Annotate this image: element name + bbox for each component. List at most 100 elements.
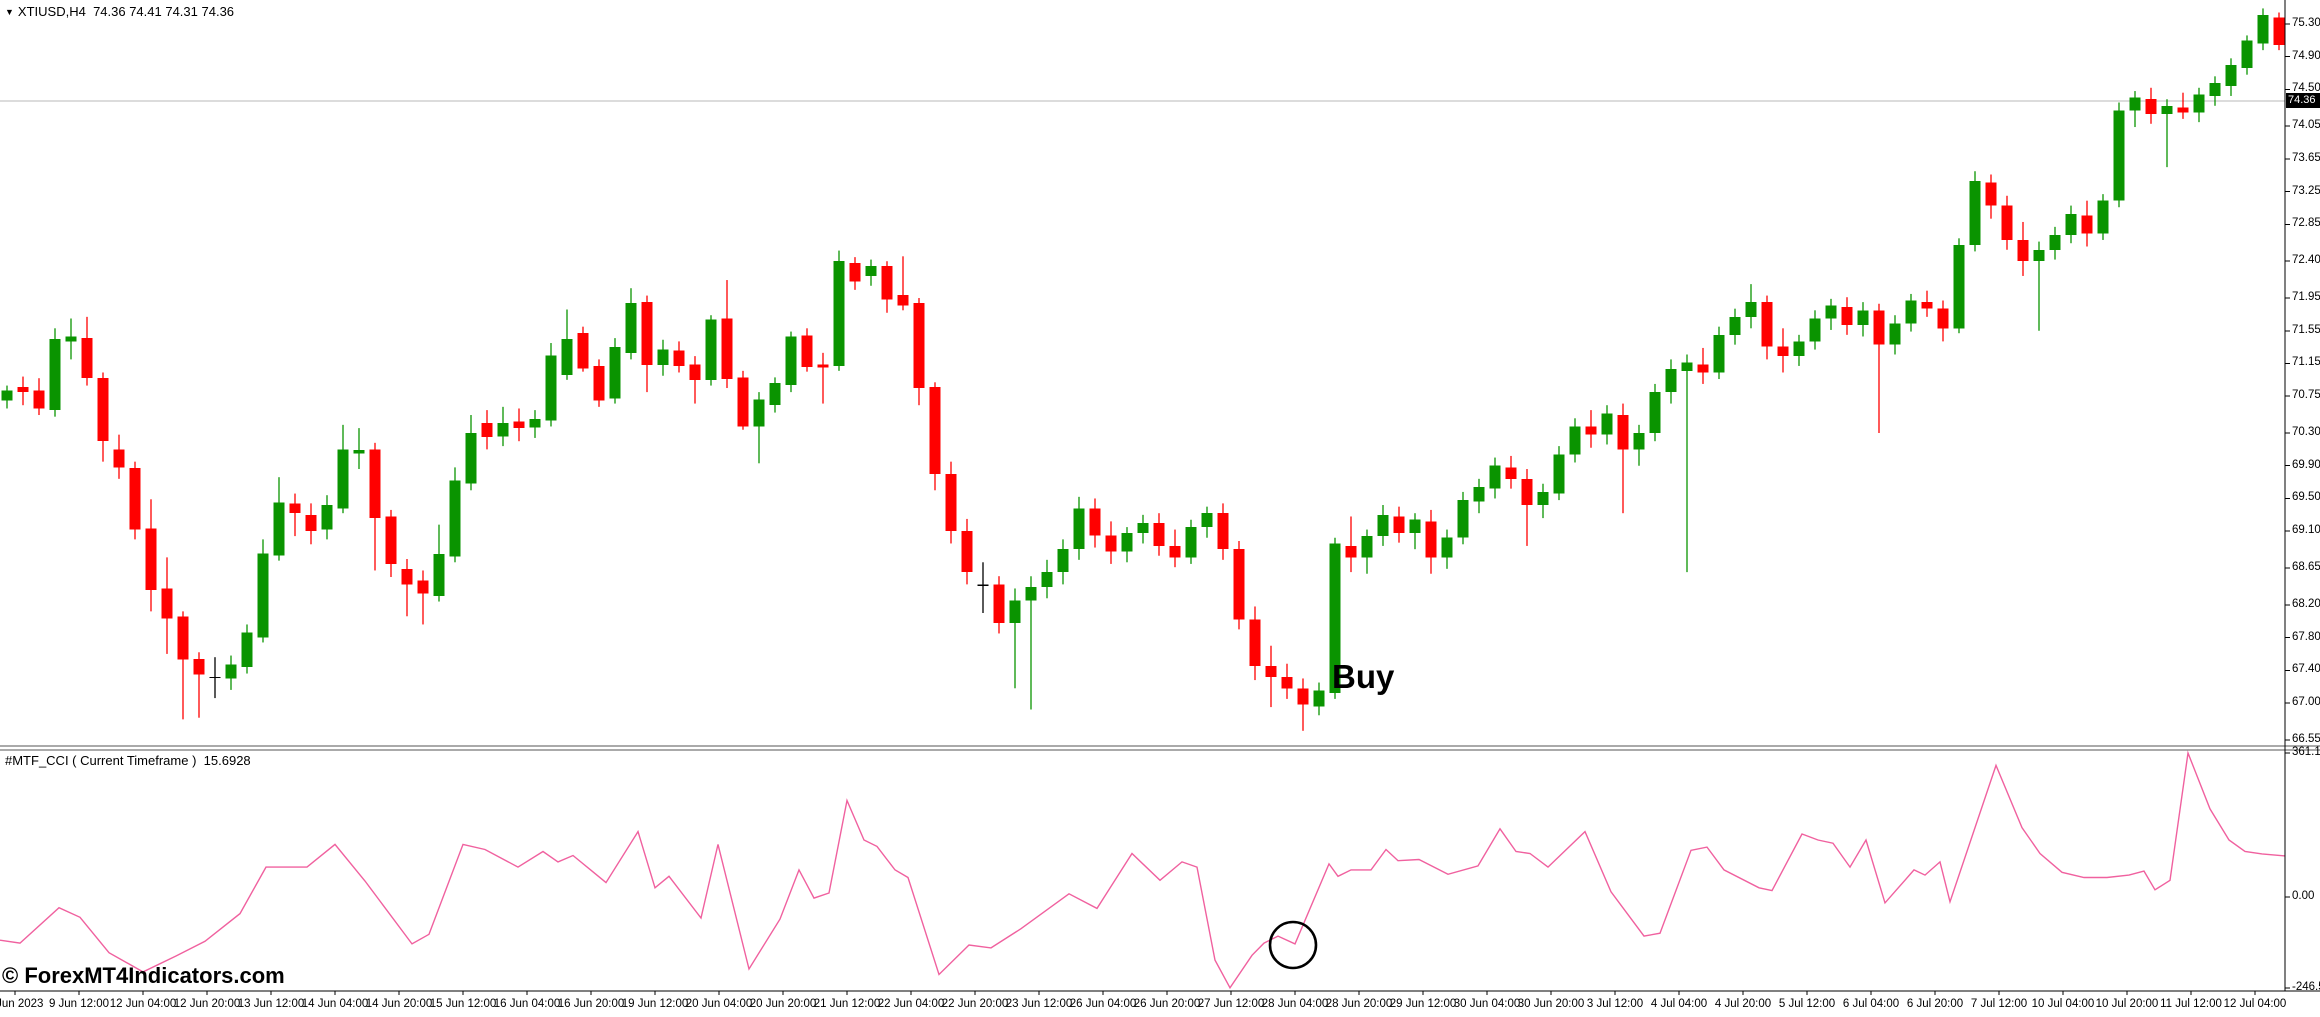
- candle-body: [257, 553, 269, 638]
- cci-axis-label: 0.00: [2292, 890, 2315, 902]
- candle-body: [2129, 97, 2141, 111]
- time-axis-label: 15 Jun 12:00: [429, 998, 497, 1010]
- time-axis-label: 4 Jul 20:00: [1714, 998, 1772, 1010]
- candle-body: [1201, 513, 1213, 528]
- time-axis-label: 12 Jul 04:00: [2223, 998, 2287, 1010]
- candle-body: [145, 528, 157, 591]
- candle-body: [1921, 302, 1933, 309]
- indicator-title[interactable]: #MTF_CCI ( Current Timeframe ) 15.6928: [5, 753, 251, 768]
- symbol-title[interactable]: ▼ XTIUSD,H4 74.36 74.41 74.31 74.36: [5, 4, 234, 19]
- candle-body: [449, 480, 461, 557]
- time-axis-label: 5 Jul 12:00: [1778, 998, 1836, 1010]
- candle-body: [1153, 523, 1165, 546]
- candle-body: [561, 338, 573, 375]
- watermark: © ForexMT4Indicators.com: [2, 963, 285, 988]
- price-axis-label: 74.05: [2292, 119, 2320, 132]
- candle-body: [1665, 369, 1677, 393]
- candle-body: [337, 449, 349, 509]
- candle-body: [801, 335, 813, 367]
- collapse-arrow-icon[interactable]: ▼: [5, 7, 14, 17]
- candle-body: [2049, 235, 2061, 250]
- candle-body: [465, 433, 477, 484]
- candle-body: [497, 423, 509, 437]
- candle-body: [833, 261, 845, 366]
- time-axis-label: 13 Jun 12:00: [237, 998, 305, 1010]
- price-axis-label: 68.20: [2292, 597, 2320, 610]
- candle-body: [641, 302, 653, 366]
- candle-body: [1409, 519, 1421, 533]
- candle-body: [737, 377, 749, 427]
- current-price-tag: 74.36: [2286, 93, 2320, 108]
- price-axis-label: 71.55: [2292, 323, 2320, 336]
- candle-body: [1329, 543, 1341, 694]
- time-axis-label: 20 Jun 04:00: [685, 998, 753, 1010]
- candle-body: [289, 503, 301, 514]
- price-axis-label: 72.85: [2292, 217, 2320, 230]
- candle-body: [1377, 514, 1389, 537]
- candle-body: [81, 338, 93, 379]
- candle-body: [673, 350, 685, 366]
- candle-body: [1553, 454, 1565, 494]
- candle-body: [2017, 239, 2029, 262]
- candle-body: [2209, 82, 2221, 96]
- price-axis-label: 66.55: [2292, 732, 2320, 745]
- candle-body: [1089, 508, 1101, 536]
- candle-body: [1185, 527, 1197, 558]
- candle-body: [1585, 426, 1597, 435]
- price-axis-label: 70.30: [2292, 426, 2320, 439]
- candle-body: [2273, 17, 2285, 46]
- symbol-ohlc: 74.36 74.41 74.31 74.36: [93, 4, 235, 19]
- candle-body: [2257, 14, 2269, 44]
- candle-body: [625, 302, 637, 353]
- candle-body: [1793, 341, 1805, 357]
- candle-body: [33, 390, 45, 409]
- candle-body: [1857, 310, 1869, 326]
- candle-body: [1361, 536, 1373, 558]
- candle-body: [161, 588, 173, 619]
- time-axis-label: 4 Jul 04:00: [1650, 998, 1708, 1010]
- time-axis-label: 6 Jul 04:00: [1842, 998, 1900, 1010]
- candle-body: [1521, 478, 1533, 506]
- time-axis-label: 9 Jun 12:00: [48, 998, 110, 1010]
- candle-body: [481, 423, 493, 438]
- buy-annotation: Buy: [1332, 658, 1395, 695]
- candle-body: [929, 387, 941, 474]
- candle-body: [2033, 249, 2045, 262]
- candle-body: [865, 266, 877, 276]
- candle-body: [1649, 392, 1661, 434]
- price-axis-label: 74.50: [2292, 82, 2320, 95]
- candle-body: [1057, 549, 1069, 573]
- time-axis-label: 30 Jun 04:00: [1453, 998, 1521, 1010]
- candle-body: [513, 421, 525, 429]
- candle-body: [897, 294, 909, 306]
- candle-body: [1809, 318, 1821, 342]
- candle-body: [1425, 521, 1437, 558]
- candle-body: [849, 262, 861, 282]
- candle-body: [1745, 302, 1757, 317]
- candle-body: [545, 355, 557, 421]
- candle-body: [1457, 500, 1469, 538]
- time-axis-label: 14 Jun 20:00: [365, 998, 433, 1010]
- candle-body: [1025, 586, 1037, 601]
- time-axis-label: 28 Jun 20:00: [1325, 998, 1393, 1010]
- time-axis-label: 19 Jun 12:00: [621, 998, 689, 1010]
- candle-body: [721, 318, 733, 380]
- candle-body: [577, 333, 589, 369]
- candle-body: [1233, 549, 1245, 620]
- time-axis-label: 27 Jun 12:00: [1197, 998, 1265, 1010]
- candle-body: [593, 365, 605, 401]
- candle-body: [1537, 491, 1549, 506]
- time-axis-label: 23 Jun 12:00: [1005, 998, 1073, 1010]
- price-axis-label: 68.65: [2292, 561, 2320, 573]
- candle-body: [1073, 508, 1085, 550]
- cci-line: [0, 750, 2286, 990]
- candle-body: [1041, 572, 1053, 587]
- time-axis-label: 30 Jun 20:00: [1517, 998, 1585, 1010]
- candle-body: [1505, 467, 1517, 479]
- candle-body: [945, 473, 957, 532]
- candle-body: [1889, 323, 1901, 345]
- candle-body: [1617, 415, 1629, 450]
- price-axis-label: 71.95: [2292, 291, 2320, 304]
- candle-body: [1969, 181, 1981, 245]
